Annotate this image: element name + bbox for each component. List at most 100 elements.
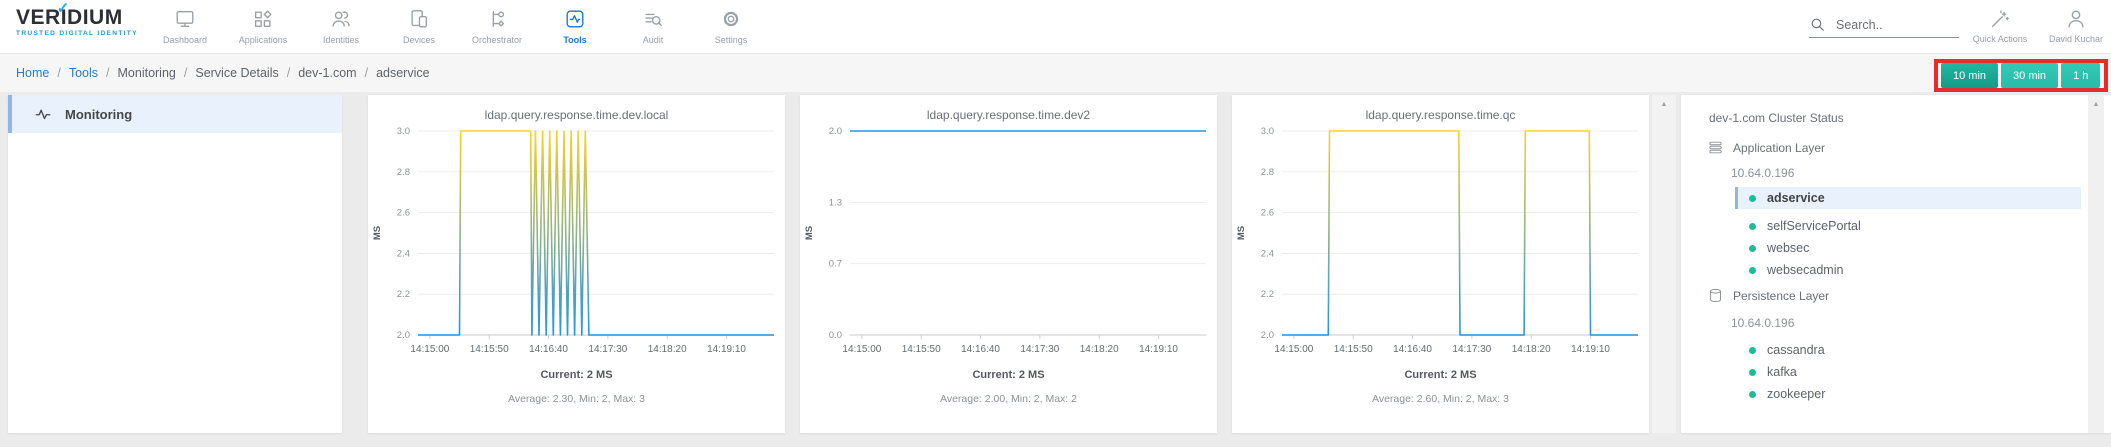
chart-card-dev2: ldap.query.response.time.dev2 0.0 0.7 1.3 2… <box>800 95 1217 433</box>
service-item-cassandra[interactable]: cassandra <box>1735 339 2081 361</box>
line-chart: 0.0 0.7 1.3 2.0 14:15:00 14:15:50 14:16:40 14:1… <box>800 123 1217 359</box>
app-header: VERI ✓ DIUM TRUSTED DIGITAL IDENTITY Dashb… <box>0 0 2111 54</box>
chart-stats: Average: 2.30, Min: 2, Max: 3 <box>508 393 645 405</box>
host-address: 10.64.0.196 <box>1731 316 1795 330</box>
svg-text:2.8: 2.8 <box>1261 167 1274 178</box>
search-input[interactable] <box>1836 17 1946 32</box>
svg-text:14:16:40: 14:16:40 <box>961 344 1000 355</box>
panel-scrollbar[interactable]: ▲ <box>2088 95 2104 433</box>
quick-actions-button[interactable]: Quick Actions <box>1958 7 2042 44</box>
svg-text:14:16:40: 14:16:40 <box>1393 344 1432 355</box>
svg-text:14:15:50: 14:15:50 <box>470 344 509 355</box>
svg-text:14:17:30: 14:17:30 <box>1020 344 1059 355</box>
range-1h-button[interactable]: 1 h <box>2061 63 2101 88</box>
sidebar-item-monitoring[interactable]: Monitoring <box>8 95 342 133</box>
breadcrumb-cluster: dev-1.com <box>279 66 356 80</box>
range-30min-button[interactable]: 30 min <box>2001 63 2059 88</box>
nav-item-audit[interactable]: Audit <box>614 0 692 45</box>
svg-text:14:15:00: 14:15:00 <box>1274 344 1313 355</box>
layers-icon <box>1709 141 1722 154</box>
user-icon <box>2034 7 2111 31</box>
svg-text:2.8: 2.8 <box>397 167 410 178</box>
scroll-up-icon[interactable]: ▲ <box>2092 101 2100 108</box>
host-address: 10.64.0.196 <box>1731 166 1795 180</box>
annotation-highlight-box <box>1934 59 2108 92</box>
svg-text:MS: MS <box>1236 226 1247 240</box>
logo-tagline: TRUSTED DIGITAL IDENTITY <box>16 30 138 37</box>
chart-stats: Average: 2.00, Min: 2, Max: 2 <box>940 393 1077 405</box>
svg-text:2.0: 2.0 <box>1261 330 1274 341</box>
logo-wordmark: VERI ✓ DIUM <box>16 0 123 29</box>
status-dot <box>1749 194 1756 202</box>
line-chart: 2.0 2.2 2.4 2.6 2.8 3.0 14:15:00 14:15:50 14:16:… <box>368 123 785 359</box>
status-dot <box>1749 244 1756 252</box>
user-name: David Kuchar <box>2048 34 2104 44</box>
service-item-zookeeper[interactable]: zookeeper <box>1735 383 2081 405</box>
svg-text:MS: MS <box>804 226 815 240</box>
cluster-status-panel: dev-1.com Cluster Status Application Lay… <box>1681 95 2111 433</box>
service-item-selfserviceportal[interactable]: selfServicePortal <box>1735 215 2081 237</box>
group-application-layer: Application Layer <box>1707 139 1825 156</box>
line-chart: 2.0 2.2 2.4 2.6 2.8 3.0 14:15:00 14:15:50 14:16:… <box>1232 123 1649 359</box>
svg-text:14:17:30: 14:17:30 <box>588 344 627 355</box>
svg-text:14:15:50: 14:15:50 <box>1334 344 1373 355</box>
people-icon <box>302 7 380 31</box>
svg-text:1.3: 1.3 <box>829 197 842 208</box>
service-item-kafka[interactable]: kafka <box>1735 361 2081 383</box>
service-item-adservice[interactable]: adservice <box>1735 187 2081 209</box>
nav-item-dashboard[interactable]: Dashboard <box>146 0 224 45</box>
service-item-websec[interactable]: websec <box>1735 237 2081 259</box>
status-dot <box>1749 346 1756 354</box>
chart-current-value: Current: 2 MS <box>972 369 1045 381</box>
chart-title: ldap.query.response.time.qc <box>1365 108 1516 122</box>
pulse-square-icon <box>536 7 614 31</box>
service-item-websecadmin[interactable]: websecadmin <box>1735 259 2081 281</box>
status-dot <box>1749 222 1756 230</box>
svg-text:14:18:20: 14:18:20 <box>1512 344 1551 355</box>
flow-icon <box>458 7 536 31</box>
chart-card-qc: ldap.query.response.time.qc 2.0 2.2 2.4 2.6… <box>1232 95 1649 433</box>
nav-item-tools[interactable]: Tools <box>536 0 614 45</box>
main-nav: Dashboard Applications Identities Device… <box>146 0 770 45</box>
status-dot <box>1749 266 1756 274</box>
nav-item-orchestrator[interactable]: Orchestrator <box>458 0 536 45</box>
breadcrumb-service-details: Service Details <box>176 66 278 80</box>
status-dot <box>1749 390 1756 398</box>
nav-item-identities[interactable]: Identities <box>302 0 380 45</box>
breadcrumb-bar: Home Tools Monitoring Service Details de… <box>0 54 2111 92</box>
nav-item-applications[interactable]: Applications <box>224 0 302 45</box>
svg-text:2.0: 2.0 <box>397 330 410 341</box>
veridium-logo[interactable]: VERI ✓ DIUM TRUSTED DIGITAL IDENTITY <box>16 0 146 37</box>
gear-icon <box>692 7 770 31</box>
nav-item-devices[interactable]: Devices <box>380 0 458 45</box>
svg-text:0.7: 0.7 <box>829 259 842 270</box>
breadcrumb-service: adservice <box>357 66 430 80</box>
pulse-icon <box>35 109 51 120</box>
svg-text:14:18:20: 14:18:20 <box>648 344 687 355</box>
grid-icon <box>224 7 302 31</box>
group-persistence-layer: Persistence Layer <box>1707 287 1829 304</box>
chart-stats: Average: 2.60, Min: 2, Max: 3 <box>1372 393 1509 405</box>
status-dot <box>1749 368 1756 376</box>
breadcrumb: Home Tools Monitoring Service Details de… <box>16 54 430 92</box>
charts-scrollbar[interactable]: ▲ <box>1652 95 1676 433</box>
chart-title: ldap.query.response.time.dev.local <box>484 108 669 122</box>
user-menu[interactable]: David Kuchar <box>2034 7 2111 44</box>
svg-text:2.0: 2.0 <box>829 126 842 137</box>
svg-text:2.2: 2.2 <box>1261 289 1274 300</box>
svg-text:3.0: 3.0 <box>1261 126 1274 137</box>
nav-item-settings[interactable]: Settings <box>692 0 770 45</box>
breadcrumb-home[interactable]: Home <box>16 66 50 80</box>
svg-text:14:15:00: 14:15:00 <box>410 344 449 355</box>
devices-icon <box>380 7 458 31</box>
logo-check-icon: ✓ <box>56 0 70 17</box>
breadcrumb-tools[interactable]: Tools <box>49 66 98 80</box>
svg-text:0.0: 0.0 <box>829 330 842 341</box>
search-icon <box>1811 18 1824 31</box>
range-10min-button[interactable]: 10 min <box>1941 63 1999 88</box>
svg-text:MS: MS <box>372 226 383 240</box>
scroll-up-icon[interactable]: ▲ <box>1660 101 1668 108</box>
chart-current-value: Current: 2 MS <box>540 369 613 381</box>
chart-current-value: Current: 2 MS <box>1404 369 1477 381</box>
left-sidebar: Monitoring <box>8 95 342 433</box>
